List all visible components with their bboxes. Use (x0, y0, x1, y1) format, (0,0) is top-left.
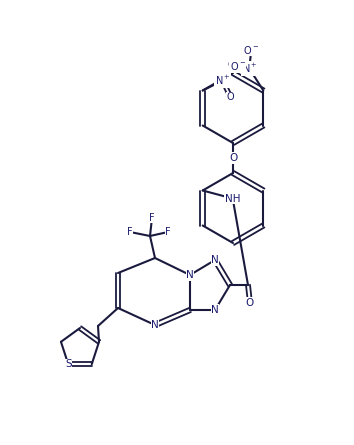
Text: O: O (246, 298, 254, 308)
Text: N: N (211, 255, 219, 265)
Text: F: F (165, 227, 171, 237)
Text: O$^-$: O$^-$ (243, 44, 259, 56)
Text: F: F (127, 227, 133, 237)
Text: N: N (186, 270, 194, 280)
Text: F: F (149, 213, 155, 223)
Text: O: O (229, 153, 237, 163)
Text: N: N (211, 305, 219, 315)
Text: NH: NH (225, 194, 240, 203)
Text: N$^+$: N$^+$ (215, 74, 230, 87)
Text: O$^-$: O$^-$ (230, 61, 246, 73)
Text: O: O (228, 60, 235, 69)
Text: S: S (65, 359, 72, 369)
Text: N$^+$: N$^+$ (241, 62, 257, 75)
Text: N: N (151, 320, 159, 330)
Text: O: O (227, 93, 234, 102)
